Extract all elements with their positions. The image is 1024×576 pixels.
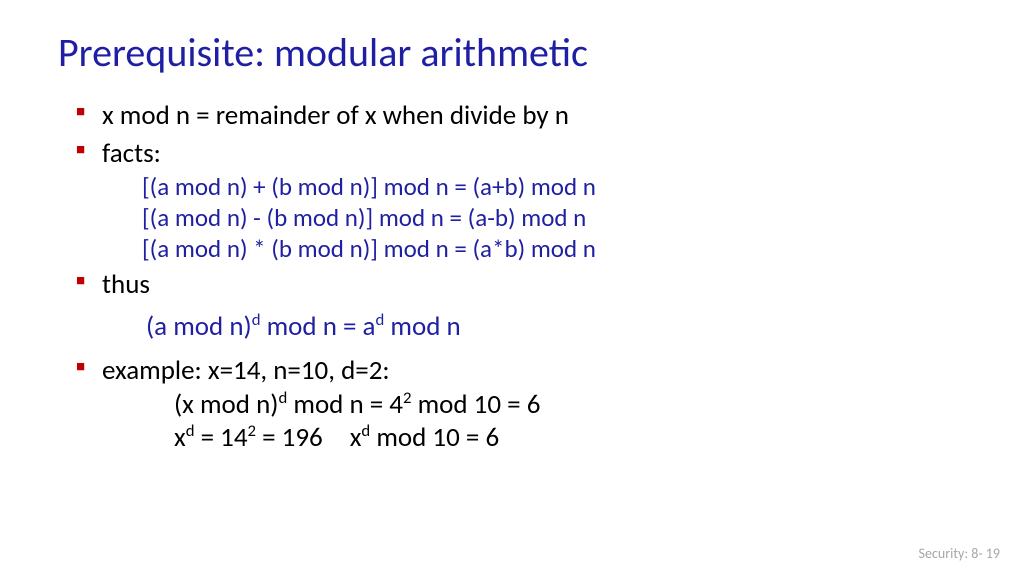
- bullet-thus: thus (a mod n)d mod n = ad mod n: [76, 268, 966, 344]
- bullet-example: example: x=14, n=10, d=2: (x mod n)d mod…: [76, 354, 966, 455]
- fact-line-add: [(a mod n) + (b mod n)] mod n = (a+b) mo…: [102, 171, 966, 202]
- eq-sup: 2: [248, 421, 256, 441]
- eq-part: = 196 x: [256, 421, 361, 454]
- example-line-2: xd = 142 = 196 xd mod 10 = 6: [102, 421, 966, 455]
- eq-part: x: [174, 421, 186, 454]
- eq-part: mod n: [384, 310, 460, 343]
- slide-title: Prerequisite: modular arithmetic: [58, 28, 966, 77]
- eq-part: = 14: [195, 421, 248, 454]
- eq-part: mod n = a: [261, 310, 376, 343]
- eq-sup: d: [186, 421, 195, 441]
- eq-part: (a mod n): [146, 310, 252, 343]
- eq-sup: d: [278, 388, 287, 408]
- slide-footer: Security: 8- 19: [919, 545, 1000, 562]
- bullet-definition: x mod n = remainder of x when divide by …: [76, 99, 966, 133]
- bullet-facts: facts: [(a mod n) + (b mod n)] mod n = (…: [76, 137, 966, 265]
- fact-line-sub: [(a mod n) - (b mod n)] mod n = (a-b) mo…: [102, 202, 966, 233]
- bullet-text: facts:: [102, 137, 161, 170]
- bullet-text: example: x=14, n=10, d=2:: [102, 354, 390, 387]
- eq-part: mod 10 = 6: [370, 421, 499, 454]
- eq-sup: d: [375, 310, 384, 330]
- bullet-list: x mod n = remainder of x when divide by …: [58, 99, 966, 455]
- bullet-text: x mod n = remainder of x when divide by …: [102, 99, 569, 132]
- eq-sup: d: [252, 310, 261, 330]
- eq-sup: d: [361, 421, 370, 441]
- bullet-text: thus: [102, 268, 150, 301]
- fact-line-mul: [(a mod n) * (b mod n)] mod n = (a*b) mo…: [102, 233, 966, 264]
- example-line-1: (x mod n)d mod n = 42 mod 10 = 6: [102, 388, 966, 422]
- eq-part: mod n = 4: [287, 388, 403, 421]
- eq-part: mod 10 = 6: [411, 388, 540, 421]
- thus-equation: (a mod n)d mod n = ad mod n: [102, 310, 966, 344]
- eq-part: (x mod n): [174, 388, 278, 421]
- slide-container: Prerequisite: modular arithmetic x mod n…: [0, 0, 1024, 576]
